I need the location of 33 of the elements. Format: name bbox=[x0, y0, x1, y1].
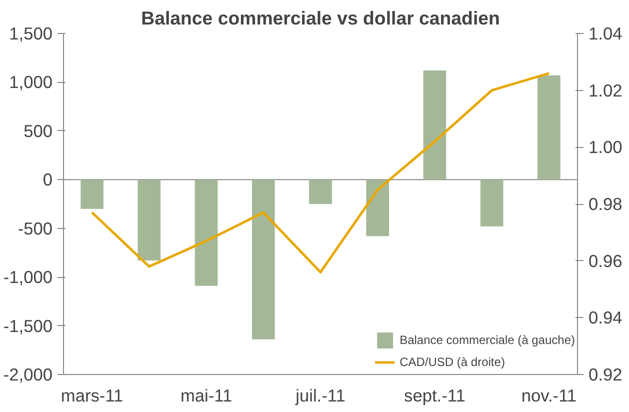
legend-label: CAD/USD (à droite) bbox=[400, 355, 505, 369]
chart-title: Balance commerciale vs dollar canadien bbox=[141, 8, 500, 28]
x-tick-label: sept.-11 bbox=[404, 386, 466, 406]
bar bbox=[366, 180, 390, 236]
y2-tick-label: 0.92 bbox=[588, 364, 622, 384]
bar bbox=[309, 180, 332, 204]
y-tick-label: 1,000 bbox=[9, 72, 53, 92]
y-tick-label: -500 bbox=[18, 218, 53, 238]
y2-tick-label: 1.02 bbox=[588, 80, 622, 100]
y2-tick-label: 0.94 bbox=[588, 308, 623, 328]
x-tick-label: juil.-11 bbox=[294, 386, 346, 406]
y2-tick-label: 0.98 bbox=[588, 194, 622, 214]
y-tick-label: -1,500 bbox=[3, 316, 53, 336]
y2-tick-label: 1.04 bbox=[588, 24, 623, 44]
y-tick-label: 1,500 bbox=[9, 24, 53, 44]
bar bbox=[138, 180, 161, 261]
x-tick-label: mai-11 bbox=[180, 386, 232, 406]
y-tick-label: -1,000 bbox=[3, 267, 53, 288]
y-tick-label: 500 bbox=[24, 120, 53, 141]
y2-tick-label: 1.00 bbox=[588, 137, 622, 158]
bar bbox=[252, 180, 275, 340]
bar bbox=[538, 75, 560, 180]
line-series bbox=[90, 72, 550, 274]
x-tick-label: nov.-11 bbox=[521, 386, 577, 406]
legend-label: Balance commerciale (à gauche) bbox=[400, 333, 575, 347]
y-tick-label: 0 bbox=[42, 170, 53, 190]
bar bbox=[480, 180, 504, 226]
bar bbox=[194, 180, 218, 286]
bar bbox=[423, 70, 446, 180]
y-tick-label: -2,000 bbox=[3, 364, 53, 384]
bar bbox=[80, 180, 104, 209]
x-tick-label: mars-11 bbox=[60, 386, 124, 406]
y2-tick-label: 0.96 bbox=[588, 250, 622, 271]
